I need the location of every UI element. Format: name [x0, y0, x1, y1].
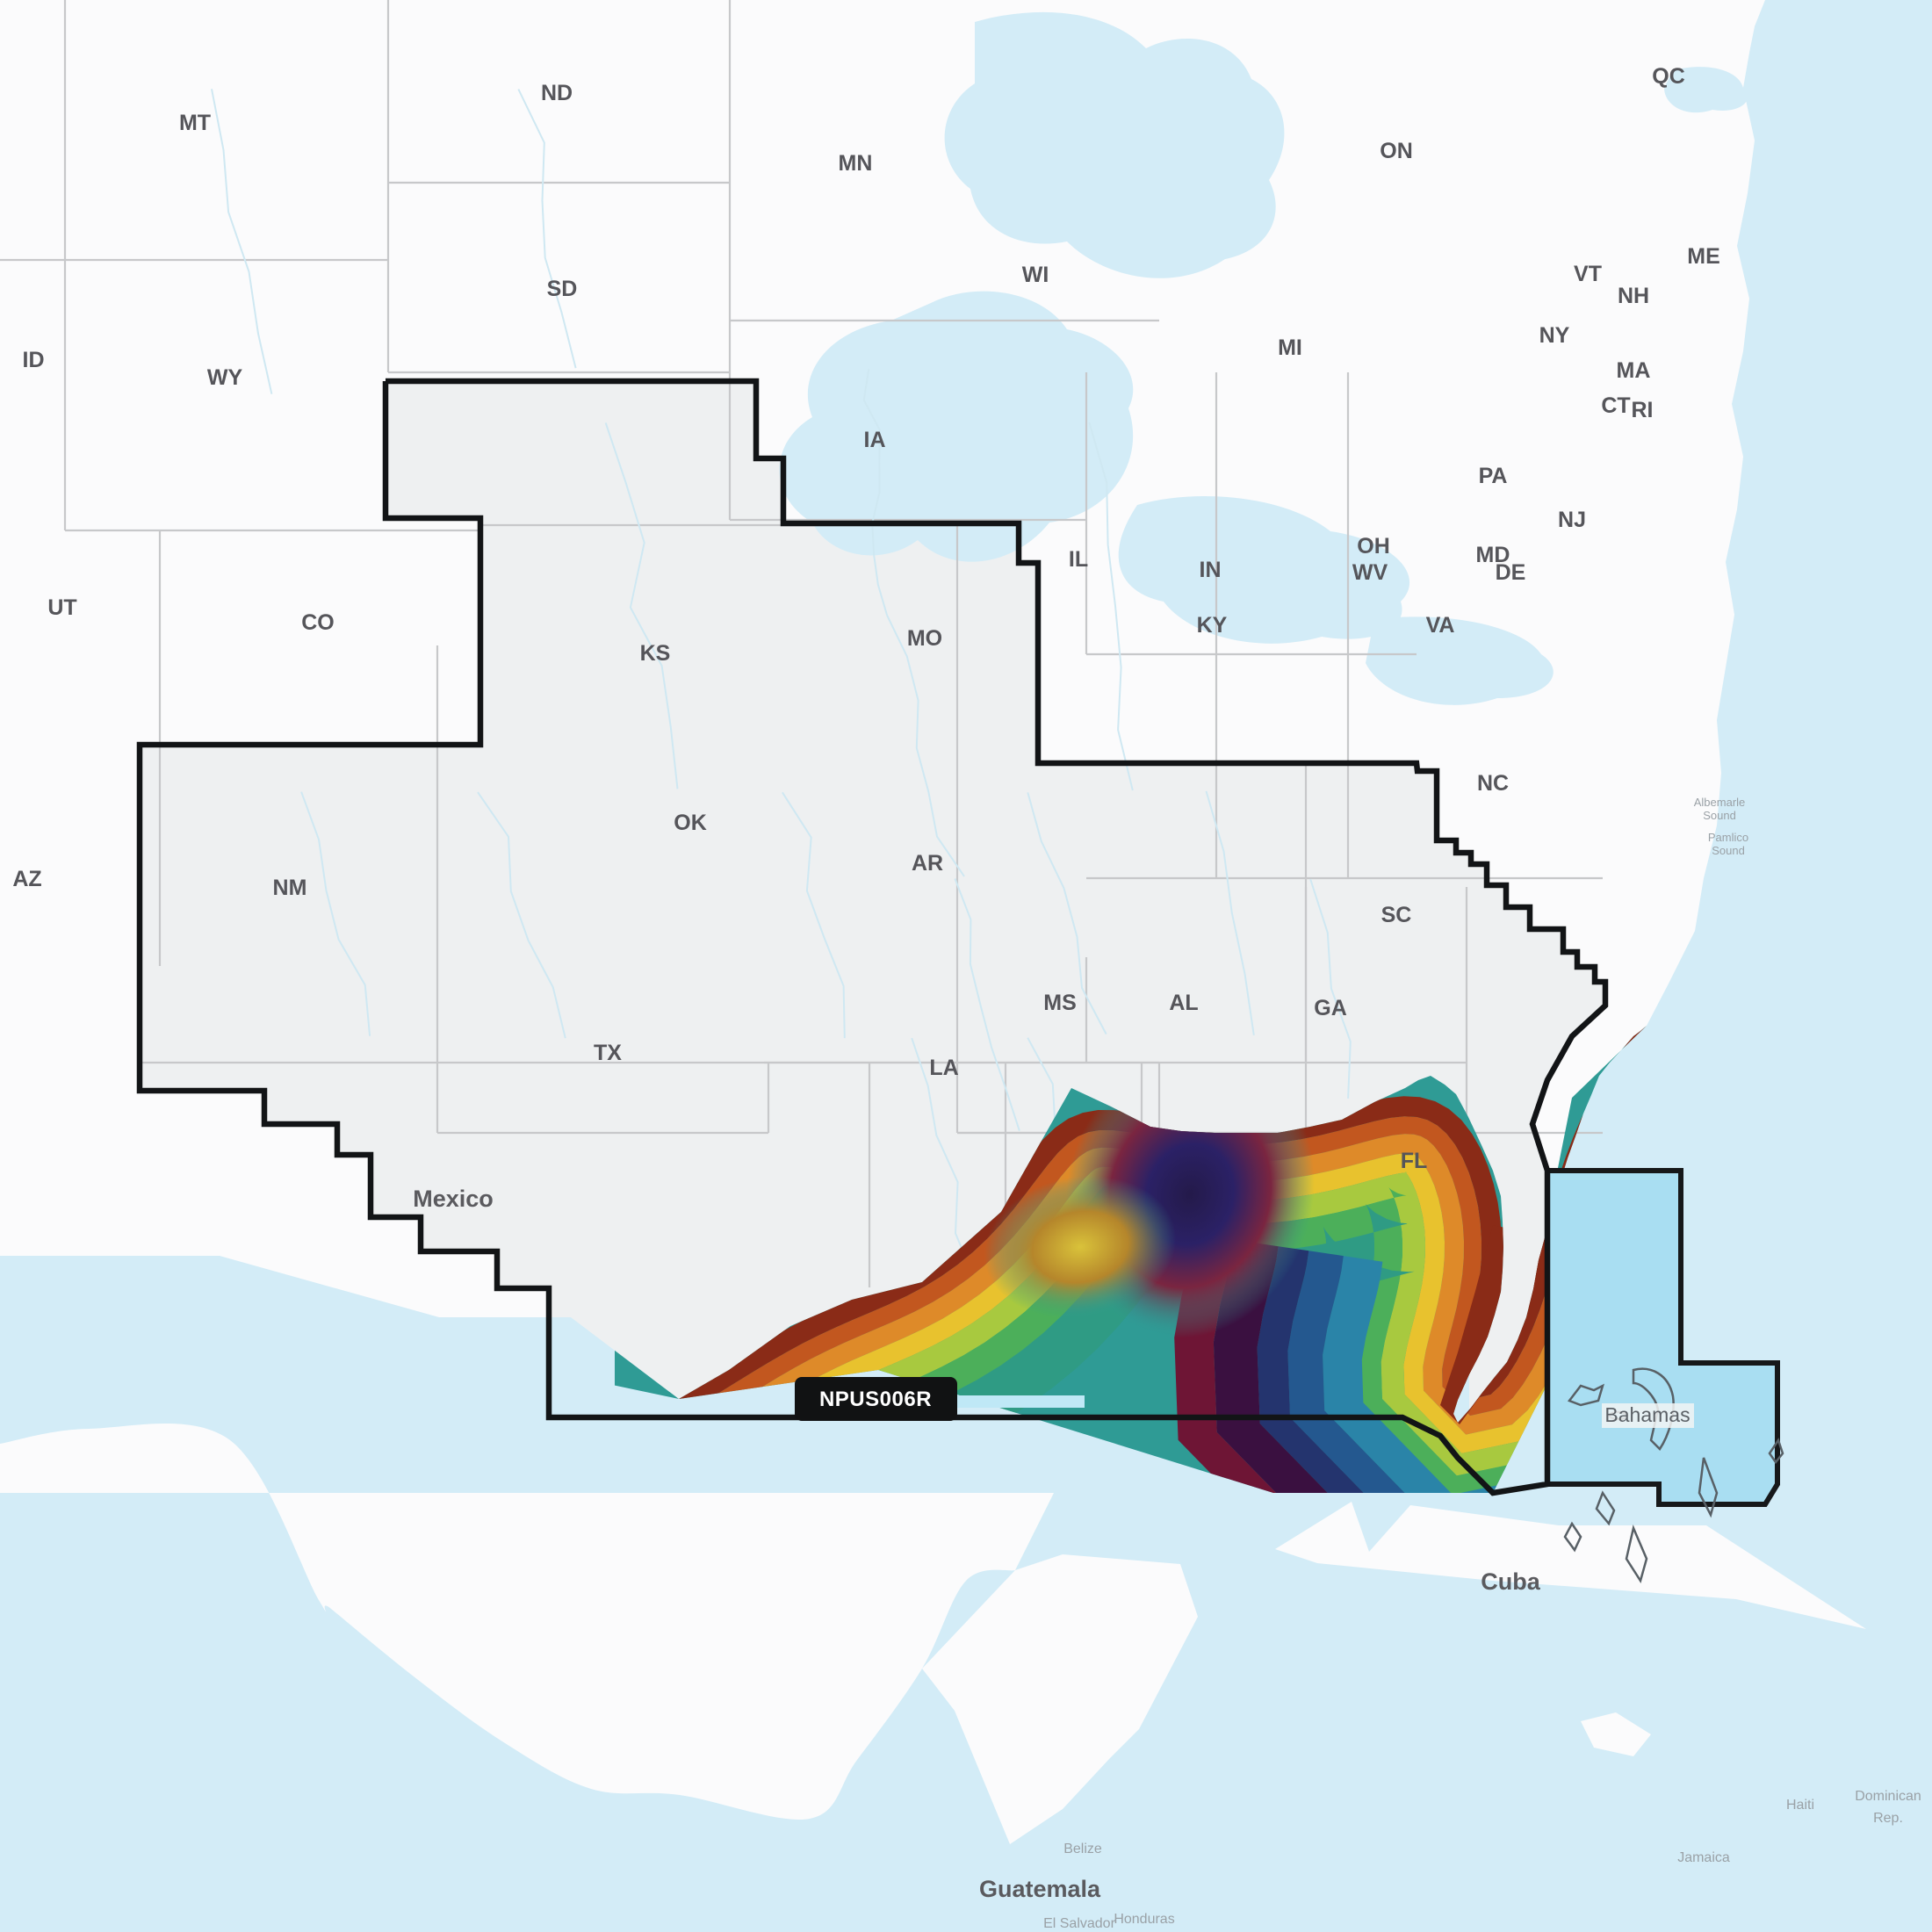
svg-text:WV: WV	[1352, 560, 1388, 585]
svg-text:QC: QC	[1652, 64, 1685, 89]
svg-text:CT: CT	[1601, 393, 1630, 418]
svg-text:ME: ME	[1687, 244, 1720, 269]
svg-text:GA: GA	[1314, 996, 1347, 1020]
svg-text:KY: KY	[1197, 613, 1228, 638]
svg-text:VA: VA	[1426, 613, 1455, 638]
svg-text:Mexico: Mexico	[413, 1186, 494, 1212]
svg-text:El Salvador: El Salvador	[1043, 1916, 1115, 1931]
svg-text:LA: LA	[929, 1056, 958, 1080]
svg-text:NJ: NJ	[1558, 508, 1586, 532]
svg-text:Cuba: Cuba	[1481, 1568, 1540, 1595]
svg-text:CO: CO	[301, 610, 335, 635]
svg-text:Sound: Sound	[1703, 809, 1736, 822]
svg-text:OH: OH	[1357, 534, 1390, 559]
svg-text:IN: IN	[1200, 558, 1222, 582]
svg-text:NH: NH	[1618, 284, 1649, 308]
svg-text:VT: VT	[1574, 262, 1602, 286]
svg-text:Rep.: Rep.	[1873, 1811, 1903, 1826]
svg-text:SD: SD	[547, 277, 578, 301]
svg-text:NC: NC	[1477, 771, 1509, 796]
svg-text:MN: MN	[839, 151, 873, 176]
svg-text:AL: AL	[1169, 991, 1198, 1015]
svg-text:NY: NY	[1539, 323, 1570, 348]
svg-text:UT: UT	[47, 595, 76, 620]
svg-text:MT: MT	[179, 111, 211, 135]
svg-text:FL: FL	[1401, 1149, 1428, 1173]
svg-text:IA: IA	[864, 428, 886, 452]
svg-text:NPUS006R: NPUS006R	[819, 1388, 932, 1411]
svg-text:TX: TX	[594, 1041, 622, 1065]
svg-text:Belize: Belize	[1063, 1842, 1102, 1856]
svg-text:AZ: AZ	[12, 867, 41, 891]
svg-text:PA: PA	[1479, 464, 1508, 488]
svg-text:Jamaica: Jamaica	[1677, 1850, 1730, 1865]
svg-text:NM: NM	[273, 876, 307, 900]
svg-text:RI: RI	[1632, 398, 1654, 422]
svg-text:ID: ID	[23, 348, 45, 372]
svg-text:Dominican: Dominican	[1855, 1789, 1921, 1804]
svg-text:MS: MS	[1043, 991, 1077, 1015]
svg-text:MO: MO	[907, 626, 942, 651]
svg-text:ND: ND	[541, 81, 573, 105]
svg-text:ON: ON	[1380, 139, 1413, 163]
svg-text:Guatemala: Guatemala	[979, 1876, 1101, 1902]
svg-text:WI: WI	[1022, 263, 1049, 287]
svg-text:OK: OK	[674, 811, 707, 835]
svg-text:AR: AR	[912, 851, 943, 876]
svg-text:MI: MI	[1278, 335, 1302, 360]
svg-text:Albemarle: Albemarle	[1694, 796, 1746, 809]
svg-text:Pamlico: Pamlico	[1708, 831, 1748, 844]
svg-text:SC: SC	[1381, 903, 1412, 927]
svg-text:Haiti: Haiti	[1786, 1798, 1814, 1813]
svg-text:IL: IL	[1069, 547, 1088, 572]
svg-text:WY: WY	[207, 365, 243, 390]
svg-text:Sound: Sound	[1712, 844, 1745, 857]
svg-text:MA: MA	[1617, 358, 1651, 383]
svg-text:Bahamas: Bahamas	[1604, 1403, 1690, 1426]
svg-text:KS: KS	[640, 641, 671, 666]
svg-text:Honduras: Honduras	[1114, 1912, 1174, 1927]
svg-text:DE: DE	[1496, 560, 1526, 585]
